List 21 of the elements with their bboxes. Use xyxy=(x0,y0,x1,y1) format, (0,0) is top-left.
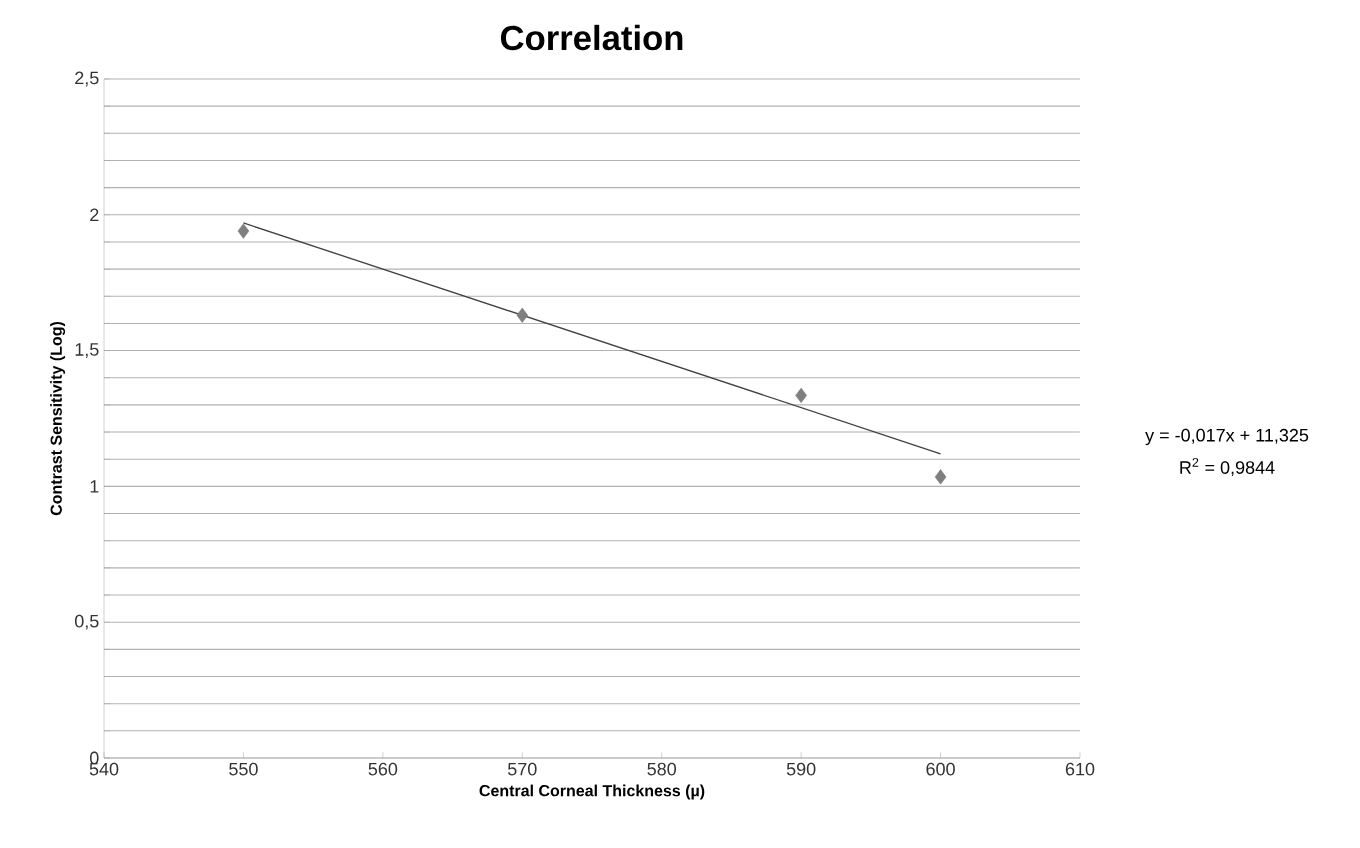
text: y = -0,017x + 11,325 xyxy=(1145,428,1309,446)
x-tick-label: 550 xyxy=(229,762,258,776)
x-tick-label: 590 xyxy=(786,762,816,776)
x-tick-label: 580 xyxy=(647,762,677,776)
point xyxy=(237,223,250,239)
chart-title: Correlation xyxy=(500,24,683,51)
point xyxy=(934,469,947,485)
x-tick-label: 560 xyxy=(368,762,398,776)
x-tick-label: 570 xyxy=(507,762,537,776)
y-tick-label: 2 xyxy=(90,208,99,222)
y-tick-label: 0,5 xyxy=(74,614,99,630)
y-axis-title: Contrast Sensitivity (Log) xyxy=(50,321,66,516)
y-tick-label: 2,5 xyxy=(75,71,99,87)
point xyxy=(795,387,807,403)
text: R$^{2}$ = 0,9844 xyxy=(1180,457,1275,477)
point xyxy=(516,307,529,323)
x-tick-label: 610 xyxy=(1065,762,1095,776)
x-tick-label: 600 xyxy=(926,762,955,776)
y-tick-label: 1,5 xyxy=(75,343,99,358)
y-tick-label: 1 xyxy=(90,480,99,493)
x-axis-title: Central Corneal Thickness (µ) xyxy=(479,784,705,800)
